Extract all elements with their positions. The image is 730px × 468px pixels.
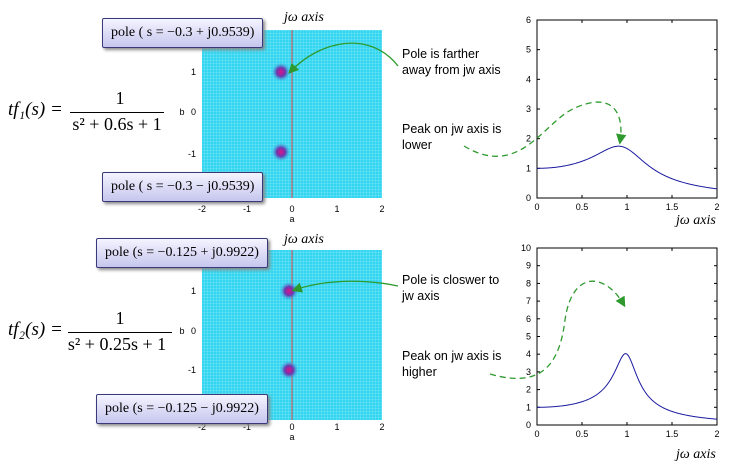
annotation-arrow-pole-2 (291, 280, 399, 293)
ytick-label: 4 (526, 74, 531, 84)
tf1-label: tf₁(s) = (8, 99, 63, 120)
ylabel: b (179, 107, 184, 117)
xtick: 1 (334, 422, 339, 432)
tf2-numerator: 1 (115, 308, 125, 328)
xtick-label: 2 (714, 429, 719, 439)
xtick: 0 (289, 422, 294, 432)
ytick-label: 10 (521, 243, 531, 253)
xtick-label: 0.5 (576, 202, 589, 212)
tf1-fraction-bar (70, 112, 164, 113)
ytick-label: 3 (526, 367, 531, 377)
ytick: -1 (188, 365, 196, 375)
pole-map-2 (202, 250, 382, 420)
xtick-label: 1.5 (666, 202, 679, 212)
pole-label-bottom-2: pole (s = −0.125 − j0.9922) (96, 394, 268, 424)
ytick-label: 4 (526, 349, 531, 359)
plot-frame (536, 19, 718, 199)
ylabel: b (179, 326, 184, 336)
xtick: 1 (334, 204, 339, 214)
annotation-pole-1: Pole is farther away from jw axis (402, 47, 501, 77)
ytick-label: 6 (526, 314, 531, 324)
ytick-label: 5 (526, 45, 531, 55)
ytick-label: 1 (526, 163, 531, 173)
ytick-label: 2 (526, 385, 531, 395)
xtick: -1 (243, 204, 251, 214)
ytick-label: 0 (526, 420, 531, 430)
ytick: -1 (188, 149, 196, 159)
xlabel: a (289, 214, 294, 224)
plot-frame (536, 247, 718, 426)
ytick-label: 9 (526, 261, 531, 271)
pole-marker-bottom (279, 360, 299, 380)
xtick: 2 (379, 422, 384, 432)
xtick-label: 0 (534, 202, 539, 212)
ytick-label: 8 (526, 278, 531, 288)
ytick: 1 (191, 286, 196, 296)
ytick-label: 2 (526, 134, 531, 144)
xtick-label: 0 (534, 429, 539, 439)
ytick: 1 (191, 67, 196, 77)
ytick-label: 7 (526, 296, 531, 306)
pole-map-1 (202, 30, 382, 198)
ytick-label: 1 (526, 402, 531, 412)
ytick: 0 (191, 326, 196, 336)
pole-label-bottom-1: pole ( s = −0.3 − j0.9539) (102, 172, 264, 202)
tf2-denominator: s² + 0.25s + 1 (67, 334, 167, 354)
annotation-arrow-pole-1 (288, 42, 399, 74)
magnitude-curve (537, 353, 718, 420)
ytick: 0 (191, 107, 196, 117)
annotation-arrow-peak-2 (489, 280, 626, 379)
ytick-label: 0 (526, 193, 531, 203)
xtick-label: 1 (624, 202, 629, 212)
xtick-label: 0.5 (576, 429, 589, 439)
annotation-arrow-peak-1 (463, 101, 627, 157)
ytick-label: 5 (526, 332, 531, 342)
xtick: -2 (198, 422, 206, 432)
pole-map-ticks: -2 -1 0 1 2 a 1 0 -1 b -2 -1 0 1 2 a 1 0… (179, 67, 384, 442)
pole-marker-bottom (271, 142, 291, 162)
xlabel: a (289, 432, 294, 442)
tf1-numerator: 1 (115, 88, 125, 108)
ytick-label: 6 (526, 15, 531, 25)
pole-map-axis-title-2: jω axis (284, 232, 324, 247)
pole-marker-top (271, 62, 291, 82)
tf2-label: tf₂(s) = (8, 319, 63, 340)
xtick: 2 (379, 204, 384, 214)
magnitude-curve (537, 145, 718, 190)
annotation-peak-2: Peak on jw axis is higher (402, 349, 502, 379)
annotation-pole-2: Pole is closwer to jw axis (402, 273, 500, 303)
xtick: 0 (289, 204, 294, 214)
tf1-denominator: s² + 0.6s + 1 (72, 114, 162, 134)
pole-map-axis-title-1: jω axis (284, 10, 324, 25)
xtick-label: 2 (714, 202, 719, 212)
pole-marker-top (279, 281, 299, 301)
xtick: -2 (198, 204, 206, 214)
pole-label-top-2: pole (s = −0.125 + j0.9922) (96, 238, 268, 268)
ytick-label: 3 (526, 104, 531, 114)
magnitude-plot-1: 0 0.5 1 1.5 2 0 1 2 3 4 5 6 (526, 15, 720, 212)
xtick: -1 (243, 422, 251, 432)
xtick-label: 1 (624, 429, 629, 439)
pole-label-top-1: pole ( s = −0.3 + j0.9539) (102, 18, 264, 48)
annotation-peak-1: Peak on jw axis is lower (402, 122, 502, 152)
magnitude-plot-2: 0 0.5 1 1.5 2 0 1 2 3 4 5 6 7 8 9 10 (521, 243, 720, 439)
magnitude-xlabel-2: jω axis (676, 447, 716, 462)
tf2-fraction-bar (68, 332, 172, 333)
magnitude-xlabel-1: jω axis (676, 213, 716, 228)
xtick-label: 1.5 (666, 429, 679, 439)
